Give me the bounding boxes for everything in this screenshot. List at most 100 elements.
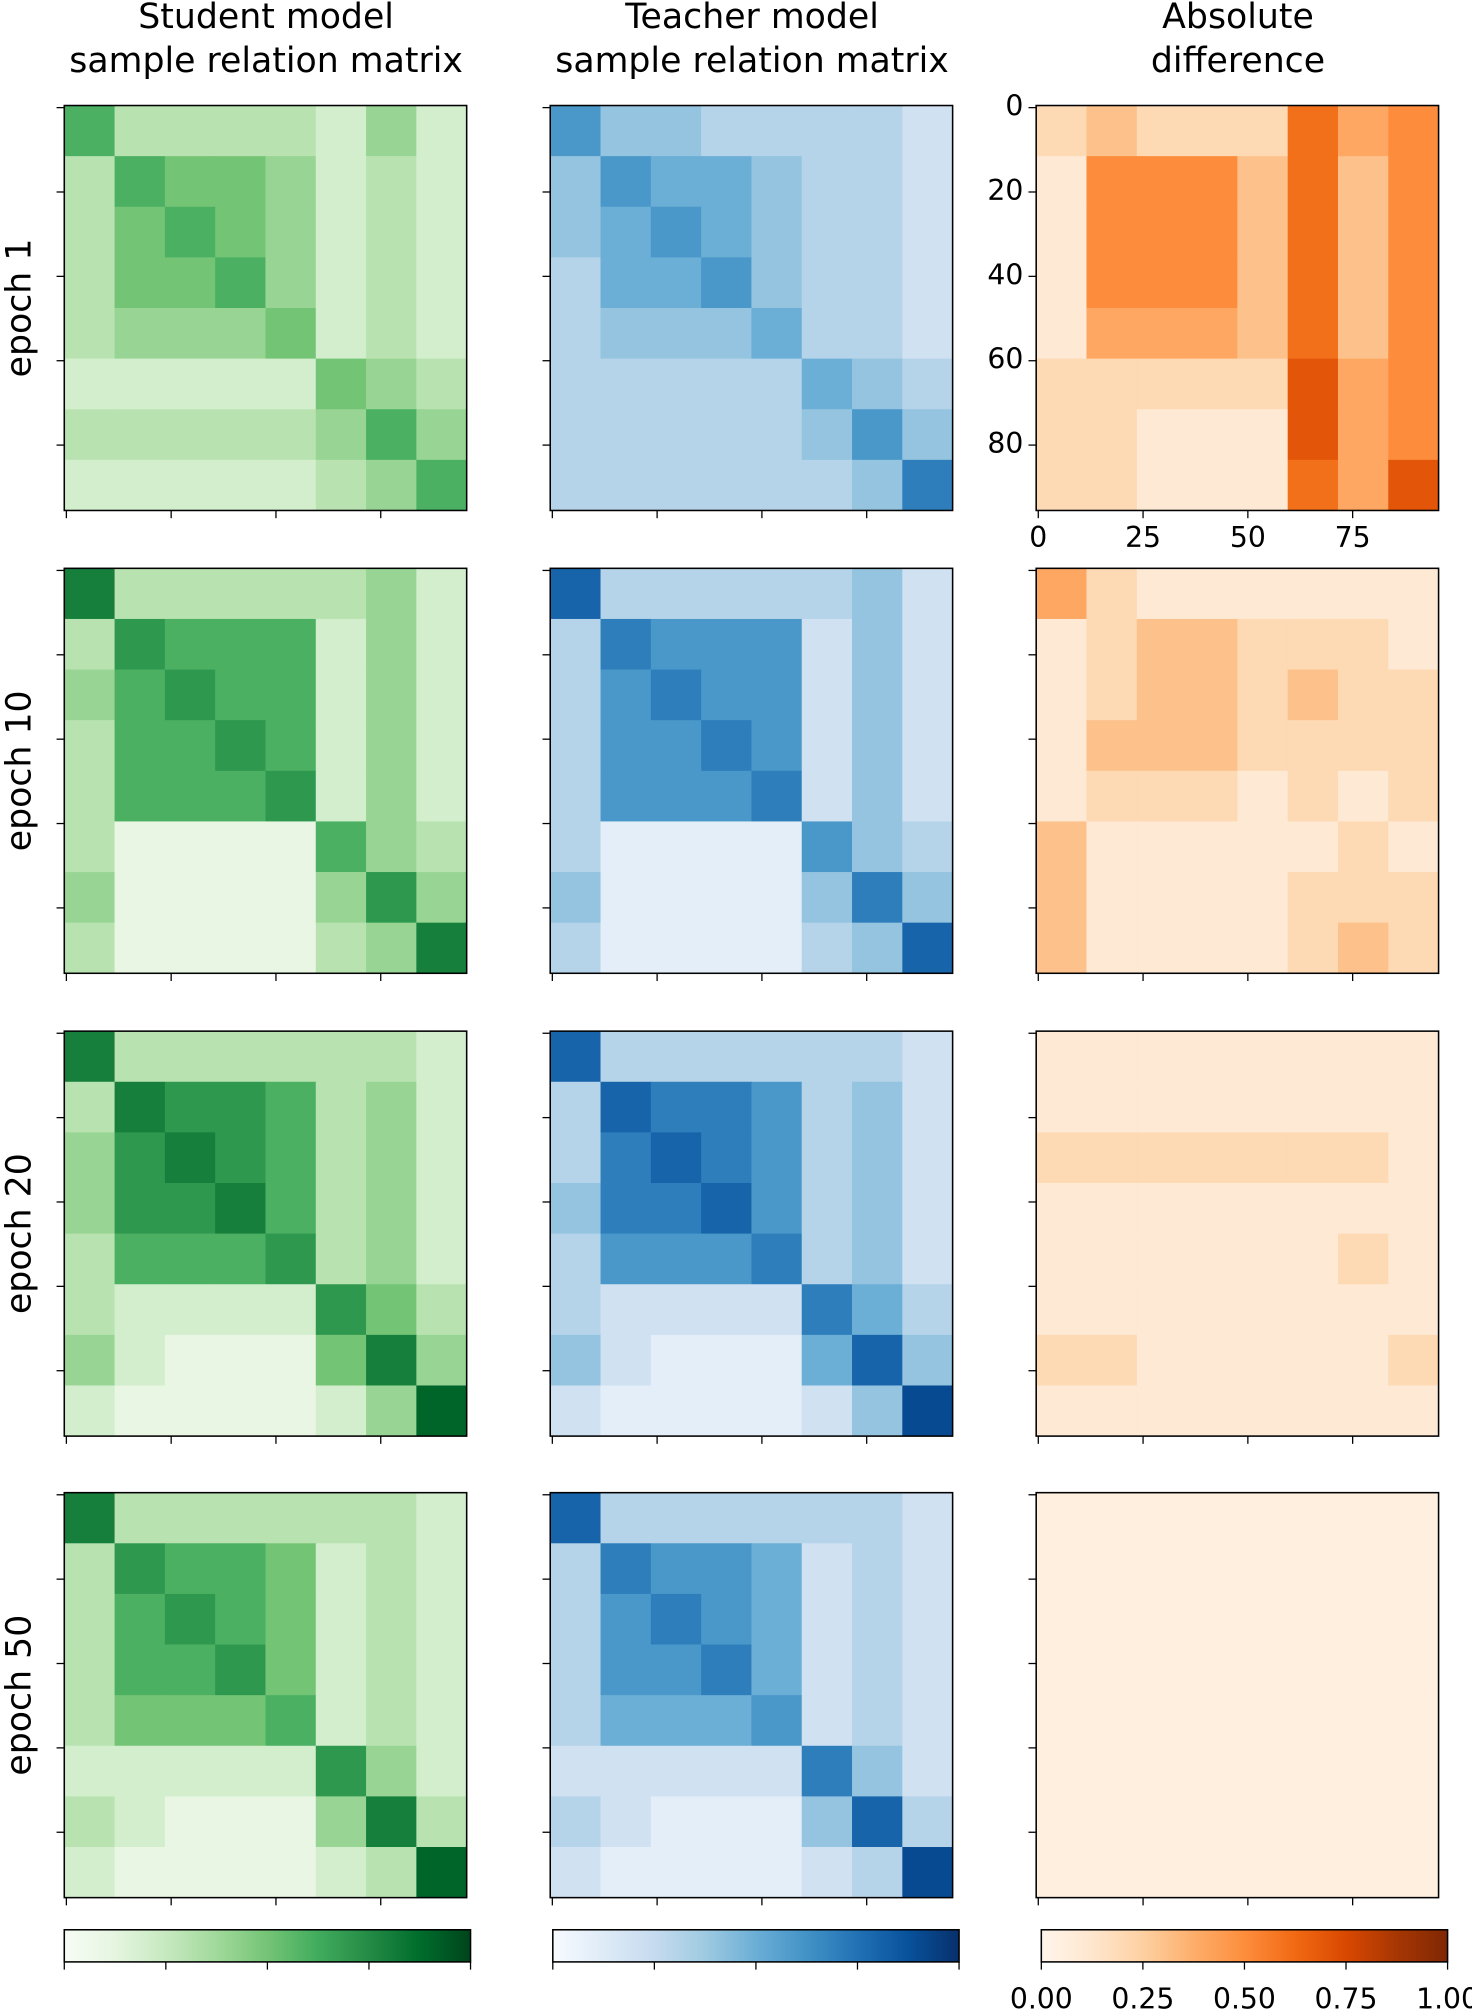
heatmap-cell (265, 307, 317, 360)
heatmap-cell (265, 1334, 317, 1386)
heatmap-cell (265, 1695, 317, 1747)
heatmap-cell (1337, 720, 1389, 772)
heatmap-cell (852, 257, 903, 309)
heatmap-cell (751, 720, 803, 772)
heatmap-cell (1187, 1183, 1238, 1235)
heatmap-cell (550, 1284, 601, 1336)
heatmap-cell (1036, 206, 1087, 258)
heatmap-cell (1136, 568, 1188, 620)
heatmap-cell (1187, 821, 1238, 873)
heatmap (550, 568, 954, 974)
heatmap-cell (550, 1132, 601, 1184)
heatmap-cell (366, 1132, 417, 1184)
heatmap-cell (1086, 922, 1138, 974)
heatmap-cell (852, 1031, 903, 1083)
heatmap-cell (1388, 1385, 1439, 1437)
heatmap-cell (1388, 770, 1439, 822)
heatmap-cell (1086, 1745, 1138, 1797)
heatmap-cell (751, 459, 803, 511)
heatmap-cell (701, 1284, 752, 1336)
heatmap-cell (215, 1081, 266, 1133)
heatmap-cell (751, 872, 803, 924)
heatmap-cell (1287, 1543, 1339, 1595)
heatmap-cell (1237, 1284, 1289, 1336)
heatmap-cell (265, 1847, 317, 1899)
heatmap-cell (366, 1695, 417, 1747)
heatmap-cell (64, 1796, 115, 1848)
heatmap-cell (114, 1284, 166, 1336)
heatmap-cell (1237, 1385, 1289, 1437)
heatmap-cell (416, 1593, 468, 1645)
heatmap-cell (64, 1233, 115, 1285)
heatmap-cell (1337, 206, 1389, 258)
heatmap-cell (650, 105, 702, 157)
y-tick-label: 0 (1005, 90, 1023, 123)
heatmap-cell (801, 1796, 853, 1848)
heatmap-cell (1036, 821, 1087, 873)
heatmap-cell (366, 1745, 417, 1797)
heatmap-cell (650, 821, 702, 873)
heatmap-cell (1388, 459, 1439, 511)
heatmap-cell (1086, 1695, 1138, 1747)
heatmap-cell (751, 1031, 803, 1083)
heatmap (550, 1492, 954, 1899)
heatmap-cell (550, 821, 601, 873)
heatmap-cell (114, 1385, 166, 1437)
heatmap-cell (366, 1031, 417, 1083)
heatmap-cell (1036, 358, 1087, 410)
heatmap-cell (1337, 257, 1389, 309)
heatmap-cell (1187, 257, 1238, 309)
panel-frame (63, 1491, 468, 1899)
heatmap-cell (1136, 1233, 1188, 1285)
heatmap-cell (801, 669, 853, 721)
heatmap-cell (1287, 1284, 1339, 1336)
colorbar (63, 1928, 472, 1963)
heatmap-cell (852, 1644, 903, 1696)
heatmap-cell (164, 1132, 216, 1184)
heatmap-cell (701, 156, 752, 208)
heatmap-cell (366, 1284, 417, 1336)
heatmap-cell (1086, 1233, 1138, 1285)
heatmap-cell (1086, 1183, 1138, 1235)
heatmap-cell (902, 1233, 954, 1285)
heatmap-cell (1136, 669, 1188, 721)
heatmap-cell (265, 1284, 317, 1336)
heatmap-cell (64, 257, 115, 309)
heatmap-cell (1187, 358, 1238, 410)
heatmap-cell (1187, 459, 1238, 511)
heatmap-cell (650, 1284, 702, 1336)
heatmap-cell (1036, 1543, 1087, 1595)
heatmap-cell (1086, 669, 1138, 721)
heatmap-cell (1237, 1492, 1289, 1544)
heatmap-cell (416, 1385, 468, 1437)
heatmap-cell (701, 1132, 752, 1184)
heatmap-cell (701, 669, 752, 721)
heatmap-cell (902, 156, 954, 208)
heatmap-cell (215, 1334, 266, 1386)
heatmap (1036, 1031, 1439, 1437)
heatmap-cell (801, 1233, 853, 1285)
heatmap-cell (366, 1334, 417, 1386)
panel-frame (1035, 567, 1440, 975)
heatmap-cell (801, 1334, 853, 1386)
heatmap-cell (1388, 568, 1439, 620)
heatmap-cell (1287, 1334, 1339, 1386)
heatmap-cell (801, 1081, 853, 1133)
heatmap-cell (650, 568, 702, 620)
heatmap-cell (600, 1132, 652, 1184)
heatmap-cell (751, 1745, 803, 1797)
heatmap-cell (1337, 1543, 1389, 1595)
heatmap-cell (1136, 1183, 1188, 1235)
heatmap-cell (64, 1132, 115, 1184)
heatmap-cell (164, 1593, 216, 1645)
heatmap-cell (1287, 821, 1339, 873)
heatmap-cell (550, 156, 601, 208)
heatmap-cell (164, 1644, 216, 1696)
heatmap-cell (600, 358, 652, 410)
heatmap-cell (550, 409, 601, 461)
heatmap-cell (1337, 105, 1389, 157)
heatmap-cell (1388, 922, 1439, 974)
heatmap-cell (64, 358, 115, 410)
heatmap-cell (801, 872, 853, 924)
heatmap-cell (416, 568, 468, 620)
